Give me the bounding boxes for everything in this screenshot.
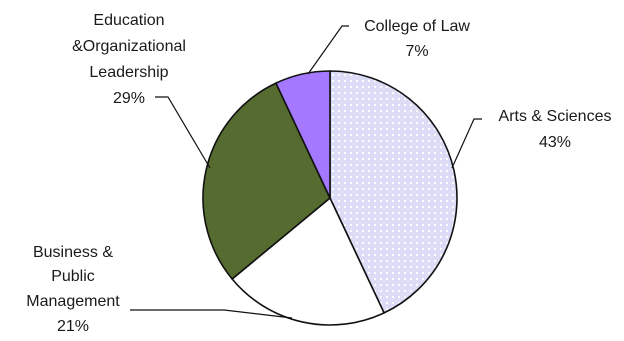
leader-line-business-public-management [130,309,293,319]
leader-line-college-of-law [307,25,349,75]
leader-line-education-organizational-leadership [155,96,211,169]
slice-label-line: Business & [33,244,113,261]
slice-business-public-management [231,197,385,326]
slice-label-arts-sciences: Arts & Sciences 43% [499,108,612,151]
slice-label-education-organizational-leadership: Education &Organizational Leadership 29% [72,12,186,107]
slice-label-line: College of Law [364,18,470,35]
slice-label-college-of-law: College of Law 7% [364,18,470,60]
slice-college-of-law [275,70,331,199]
slice-label-line: Leadership [89,64,168,81]
leader-lines [130,25,482,319]
slice-percent-label: 43% [539,134,571,151]
slice-label-line: Education [93,12,164,29]
slices [202,70,458,326]
slice-label-line: Public [51,268,95,285]
slice-arts-sciences [329,70,458,314]
slice-percent-label: 21% [57,318,89,335]
slice-label-line: Management [26,293,120,310]
slice-percent-label: 29% [113,90,145,107]
slice-label-business-public-management: Business & Public Management 21% [26,244,120,335]
leader-line-arts-sciences [451,118,482,169]
slice-percent-label: 7% [405,43,428,60]
svg-text:Arts & Sciences: Arts & Sciences [499,108,612,125]
slice-label-line: &Organizational [72,38,186,55]
slice-label-line: Arts & Sciences [499,108,612,125]
